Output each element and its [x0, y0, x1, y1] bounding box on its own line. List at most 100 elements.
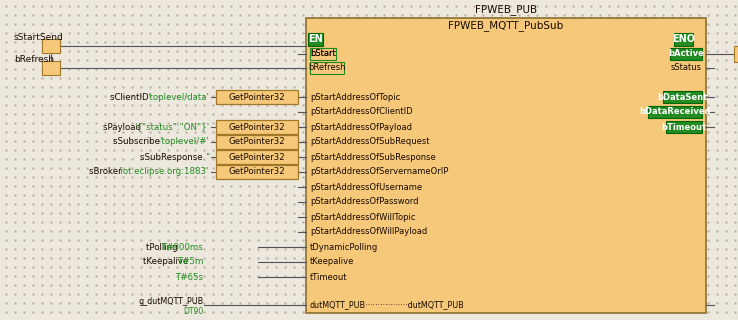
Point: [378, 4, 390, 9]
Point: [135, 102, 147, 108]
Point: [657, 255, 669, 260]
Point: [540, 120, 552, 125]
Point: [279, 237, 291, 243]
Bar: [306, 18, 706, 313]
Point: [126, 246, 138, 252]
Point: [279, 255, 291, 260]
Point: [459, 39, 471, 44]
Point: [315, 129, 327, 134]
Text: pStartAddressOfUsername: pStartAddressOfUsername: [310, 182, 422, 191]
Point: [63, 300, 75, 306]
Text: pStartAddressOfServernameOrIP: pStartAddressOfServernameOrIP: [310, 167, 449, 177]
Point: [378, 246, 390, 252]
Point: [576, 211, 588, 216]
Point: [459, 58, 471, 63]
Point: [621, 21, 633, 27]
Point: [0, 30, 12, 36]
Point: [378, 93, 390, 99]
Point: [144, 283, 156, 288]
Point: [396, 202, 408, 207]
Point: [225, 102, 237, 108]
Point: [351, 300, 363, 306]
Point: [279, 228, 291, 234]
Point: [639, 246, 651, 252]
Point: [675, 283, 687, 288]
Point: [576, 300, 588, 306]
Point: [504, 93, 516, 99]
Point: [603, 255, 615, 260]
Point: [351, 21, 363, 27]
Point: [225, 48, 237, 53]
Point: [234, 148, 246, 153]
Point: [315, 211, 327, 216]
Point: [243, 102, 255, 108]
Point: [369, 165, 381, 171]
Point: [234, 220, 246, 225]
Point: [162, 202, 174, 207]
Point: [288, 93, 300, 99]
Point: [360, 228, 372, 234]
Point: [234, 183, 246, 188]
Point: [18, 39, 30, 44]
Point: [36, 246, 48, 252]
Point: [117, 148, 129, 153]
Point: [405, 174, 417, 180]
Point: [639, 228, 651, 234]
Point: [378, 156, 390, 162]
Point: [594, 84, 606, 90]
Point: [189, 165, 201, 171]
Point: [54, 129, 66, 134]
Point: [711, 264, 723, 269]
Point: [171, 237, 183, 243]
Point: [378, 255, 390, 260]
Point: [423, 264, 435, 269]
Point: [720, 12, 732, 18]
Point: [639, 102, 651, 108]
Text: bRefresh: bRefresh: [14, 55, 54, 65]
Point: [72, 84, 84, 90]
Point: [342, 30, 354, 36]
Point: [18, 273, 30, 278]
Point: [297, 76, 309, 81]
Point: [27, 84, 39, 90]
Point: [504, 58, 516, 63]
Point: [414, 84, 426, 90]
Point: [684, 102, 696, 108]
Point: [261, 228, 273, 234]
Point: [423, 300, 435, 306]
Point: [495, 202, 507, 207]
Point: [108, 21, 120, 27]
Text: pStartAddressOfSubResponse: pStartAddressOfSubResponse: [310, 153, 435, 162]
Point: [225, 58, 237, 63]
Point: [477, 246, 489, 252]
Point: [702, 102, 714, 108]
Point: [216, 93, 228, 99]
Point: [495, 4, 507, 9]
Point: [459, 139, 471, 144]
Point: [333, 192, 345, 197]
Point: [477, 58, 489, 63]
Point: [72, 111, 84, 116]
Point: [594, 165, 606, 171]
Point: [0, 255, 12, 260]
Point: [315, 183, 327, 188]
Point: [684, 174, 696, 180]
Point: [531, 211, 543, 216]
Point: [432, 220, 444, 225]
Point: [270, 4, 282, 9]
Point: [153, 220, 165, 225]
Point: [720, 273, 732, 278]
Point: [63, 111, 75, 116]
Point: [243, 76, 255, 81]
Point: [378, 111, 390, 116]
Point: [369, 211, 381, 216]
Point: [126, 220, 138, 225]
Point: [549, 300, 561, 306]
Point: [189, 292, 201, 297]
Point: [333, 21, 345, 27]
Point: [234, 93, 246, 99]
Point: [99, 237, 111, 243]
Point: [504, 309, 516, 315]
Point: [567, 120, 579, 125]
Point: [603, 39, 615, 44]
